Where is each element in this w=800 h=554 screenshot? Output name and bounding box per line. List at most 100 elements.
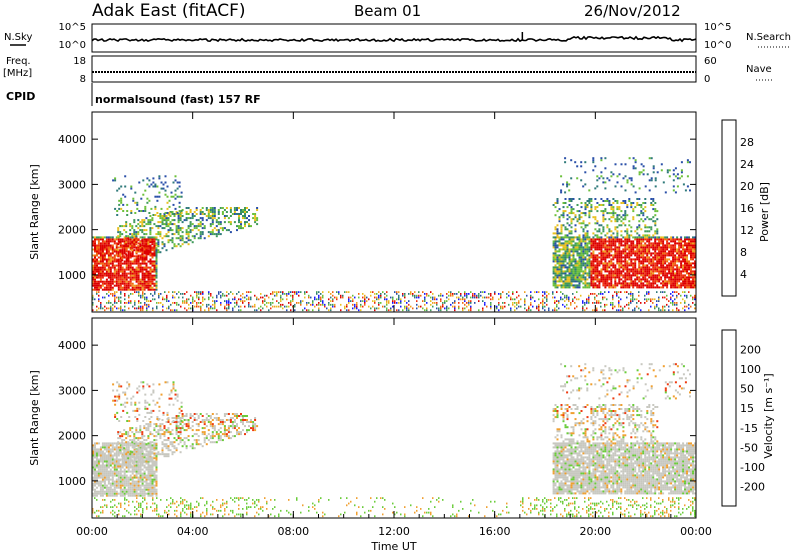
beam-label: Beam 01: [354, 2, 421, 20]
power-cell: [610, 264, 613, 267]
power-cell: [131, 266, 134, 269]
power-ground-cell: [156, 307, 158, 310]
power-cell: [594, 246, 597, 249]
power-cell: [142, 210, 145, 212]
power-cell: [113, 242, 116, 245]
power-cell: [578, 286, 581, 289]
power-cell: [678, 268, 681, 271]
power-cell: [167, 231, 170, 234]
vel-cell: [105, 486, 108, 489]
power-ground-cell: [478, 300, 480, 302]
power-cell: [678, 248, 681, 251]
power-cell: [646, 236, 649, 239]
power-cell: [608, 242, 611, 245]
power-ground-cell: [594, 309, 596, 312]
power-cell: [558, 248, 561, 251]
power-cell: [604, 250, 607, 253]
power-cell: [606, 212, 609, 215]
power-ground-cell: [196, 303, 198, 306]
power-cell: [676, 282, 679, 285]
power-cell: [684, 268, 686, 271]
power-ground-cell: [142, 296, 144, 299]
power-cell: [119, 260, 122, 263]
power-ground-cell: [692, 298, 694, 301]
power-cell: [101, 282, 104, 285]
power-ground-cell: [350, 296, 352, 299]
power-ground-cell: [658, 300, 660, 302]
power-ground-cell: [196, 296, 198, 299]
power-cell: [594, 276, 597, 279]
power-cell: [101, 288, 104, 291]
vel-cell: [101, 466, 104, 469]
power-cell: [211, 231, 214, 234]
power-cell: [610, 260, 613, 263]
vel-cell: [94, 488, 96, 491]
vel-cell: [107, 486, 110, 489]
power-cell: [131, 250, 134, 253]
power-cell: [604, 208, 607, 211]
power-ground-cell: [200, 309, 202, 312]
power-cell: [92, 248, 94, 251]
power-cell: [236, 213, 238, 215]
power-cell: [640, 228, 643, 231]
power-cell: [96, 274, 98, 277]
power-cell: [566, 214, 569, 217]
vel-cell: [119, 470, 122, 473]
power-cell: [662, 250, 665, 253]
power-ground-cell: [616, 291, 618, 293]
power-cell: [576, 278, 579, 281]
power-ground-cell: [318, 303, 320, 306]
power-ground-cell: [676, 302, 678, 304]
vel-cell: [96, 464, 98, 467]
power-ground-cell: [174, 302, 176, 304]
power-cell: [137, 270, 140, 273]
power-cell: [676, 268, 679, 271]
power-cell: [648, 157, 651, 160]
power-cell: [646, 244, 649, 247]
power-ground-cell: [210, 305, 212, 308]
power-cell: [630, 242, 633, 245]
power-ground-cell: [320, 296, 322, 299]
power-cell: [207, 211, 210, 213]
power-cell: [119, 282, 122, 285]
power-cell: [568, 254, 571, 257]
power-cell: [666, 282, 669, 285]
vel-cell: [109, 450, 112, 453]
power-cell: [153, 282, 156, 285]
power-cell: [149, 239, 152, 242]
power-ground-cell: [636, 298, 638, 301]
power-cell: [598, 286, 601, 289]
power-cell: [157, 239, 160, 242]
power-cell: [115, 254, 118, 257]
power-cell: [674, 191, 677, 194]
power-cell: [115, 272, 118, 275]
power-cell: [113, 254, 116, 257]
power-cell: [652, 262, 655, 265]
power-cell: [616, 200, 619, 202]
power-ground-cell: [172, 302, 174, 304]
vel-cell: [103, 484, 106, 487]
power-ground-cell: [236, 300, 238, 302]
power-cell: [584, 246, 587, 249]
power-cell: [658, 246, 661, 249]
power-cell: [630, 183, 633, 186]
power-cell: [109, 278, 112, 281]
power-cell: [570, 212, 573, 215]
power-cell: [582, 230, 585, 233]
power-cell: [638, 286, 641, 289]
power-cell: [634, 270, 637, 273]
power-cell: [123, 229, 126, 232]
power-cell: [147, 266, 150, 269]
power-ground-cell: [556, 309, 558, 312]
power-cell: [101, 274, 104, 277]
power-cell: [572, 236, 575, 239]
power-cell: [165, 221, 168, 224]
power-cell: [125, 245, 128, 248]
power-cell: [676, 242, 679, 245]
power-cell: [622, 252, 625, 255]
power-cell: [588, 200, 591, 202]
power-ground-cell: [652, 302, 654, 304]
power-cell: [638, 272, 641, 275]
power-ground-cell: [516, 296, 518, 299]
power-cell: [568, 278, 571, 281]
